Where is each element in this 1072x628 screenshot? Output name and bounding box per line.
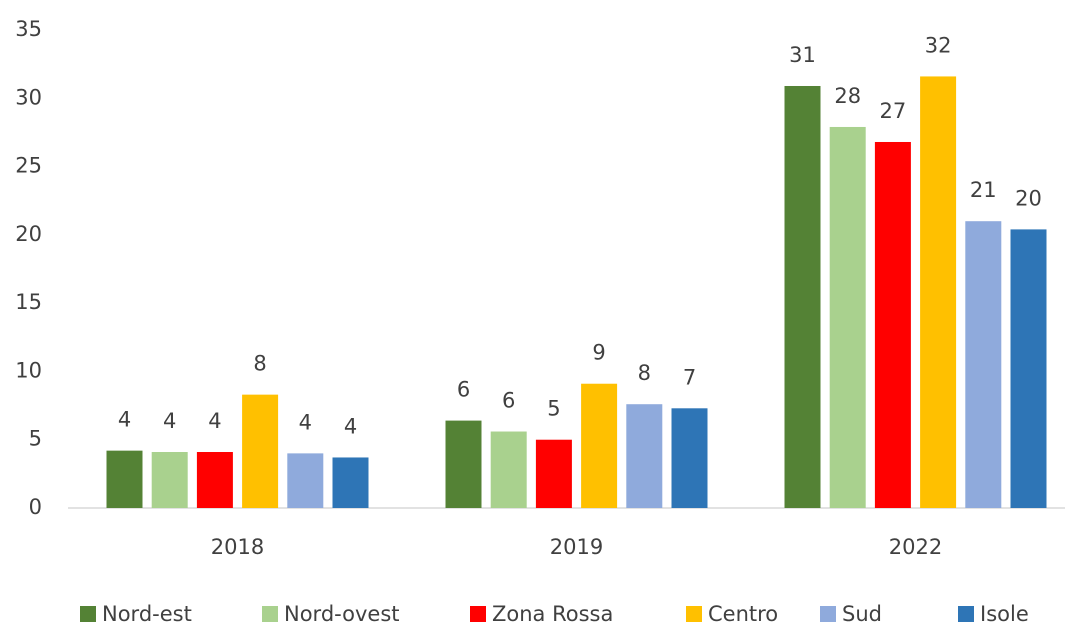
bar [332, 457, 369, 508]
bar [445, 420, 482, 508]
legend-swatch [958, 606, 974, 622]
data-label: 4 [163, 409, 176, 433]
data-label: 9 [592, 341, 605, 365]
legend-swatch [686, 606, 702, 622]
legend-label: Nord-est [102, 602, 192, 626]
legend-swatch [470, 606, 486, 622]
data-label: 32 [925, 33, 952, 57]
legend-label: Nord-ovest [284, 602, 400, 626]
bar [829, 126, 866, 509]
data-label: 4 [344, 414, 357, 438]
data-label: 27 [880, 99, 907, 123]
bar [535, 439, 572, 508]
y-tick-label: 5 [29, 427, 42, 451]
bar [242, 394, 279, 508]
data-label: 4 [118, 408, 131, 432]
y-tick-label: 0 [29, 495, 42, 519]
data-label: 28 [834, 84, 861, 108]
legend-swatch [262, 606, 278, 622]
data-label: 5 [547, 397, 560, 421]
legend-label: Zona Rossa [492, 602, 613, 626]
legend-label: Sud [842, 602, 882, 626]
data-label: 8 [638, 361, 651, 385]
data-label: 31 [789, 43, 816, 67]
bar [287, 453, 324, 508]
data-label: 6 [457, 378, 470, 402]
bar [965, 221, 1002, 508]
data-label: 4 [208, 409, 221, 433]
bar [784, 85, 821, 508]
bar [196, 452, 233, 508]
y-tick-label: 15 [15, 290, 42, 314]
data-label: 6 [502, 389, 515, 413]
bar [151, 452, 188, 508]
legend-label: Centro [708, 602, 778, 626]
data-label: 20 [1015, 186, 1042, 210]
bar [106, 450, 143, 508]
data-label: 8 [253, 352, 266, 376]
bar [490, 431, 527, 508]
legend-swatch [80, 606, 96, 622]
x-tick-label: 2019 [550, 535, 603, 559]
y-tick-label: 25 [15, 154, 42, 178]
data-label: 4 [299, 410, 312, 434]
bar [671, 408, 708, 508]
legend-label: Isole [980, 602, 1029, 626]
bar [581, 383, 618, 508]
data-label: 21 [970, 178, 997, 202]
x-tick-label: 2022 [889, 535, 942, 559]
bar [626, 404, 663, 508]
x-tick-label: 2018 [211, 535, 264, 559]
y-tick-label: 30 [15, 85, 42, 109]
bar [1010, 229, 1047, 508]
y-tick-label: 20 [15, 222, 42, 246]
y-tick-label: 35 [15, 17, 42, 41]
bar [874, 141, 911, 508]
data-label: 7 [683, 365, 696, 389]
y-tick-label: 10 [15, 358, 42, 382]
bar [920, 76, 957, 508]
legend-swatch [820, 606, 836, 622]
